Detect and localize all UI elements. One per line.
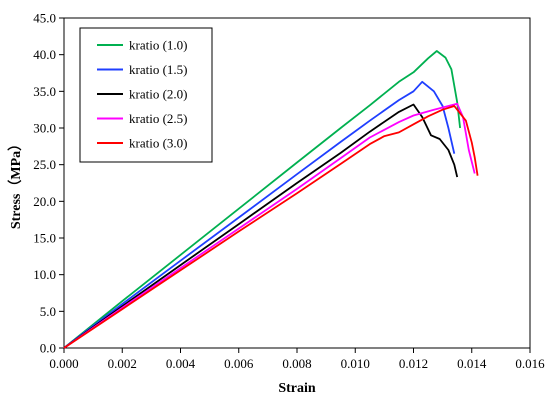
legend-label: kratio (1.0) <box>129 38 187 53</box>
series-line-3 <box>63 103 459 349</box>
x-axis-title: Strain <box>278 381 316 396</box>
y-tick-label: 15.0 <box>33 231 56 246</box>
series-line-1 <box>63 50 461 349</box>
series-line-5 <box>63 105 479 349</box>
x-tick-label: 0.004 <box>166 356 196 371</box>
y-axis-title: Stress（MPa） <box>8 137 24 229</box>
series-line-4 <box>63 102 476 349</box>
x-axis-ticks: 0.000 0.002 0.004 0.006 0.008 0.010 0.012 0.014… <box>49 348 545 371</box>
y-tick-label: 10.0 <box>33 267 56 282</box>
y-tick-label: 40.0 <box>33 47 56 62</box>
legend: kratio (1.0) kratio (1.5) kratio (2.0) krat… <box>79 27 213 163</box>
x-tick-label: 0.014 <box>457 356 487 371</box>
legend-label: kratio (2.5) <box>129 111 187 126</box>
y-tick-label: 45.0 <box>33 11 56 26</box>
x-tick-label: 0.000 <box>49 356 78 371</box>
y-tick-label: 0.0 <box>40 341 56 356</box>
x-tick-label: 0.008 <box>282 356 311 371</box>
y-tick-label: 25.0 <box>33 157 56 172</box>
legend-label: kratio (2.0) <box>129 87 187 102</box>
x-tick-label: 0.002 <box>108 356 137 371</box>
legend-label: kratio (3.0) <box>129 136 187 151</box>
legend-label: kratio (1.5) <box>129 62 187 77</box>
y-tick-label: 5.0 <box>40 304 56 319</box>
y-tick-label: 35.0 <box>33 84 56 99</box>
y-tick-label: 30.0 <box>33 121 56 136</box>
x-tick-label: 0.006 <box>224 356 254 371</box>
x-tick-label: 0.016 <box>515 356 545 371</box>
x-tick-label: 0.010 <box>341 356 370 371</box>
y-tick-label: 20.0 <box>33 194 56 209</box>
series-layer <box>63 50 479 349</box>
series-line-2 <box>63 80 456 349</box>
y-axis-ticks: 0.0 5.0 10.0 15.0 20.0 25.0 30.0 35.0 40.0 45.0 <box>33 11 64 356</box>
x-tick-label: 0.012 <box>399 356 428 371</box>
